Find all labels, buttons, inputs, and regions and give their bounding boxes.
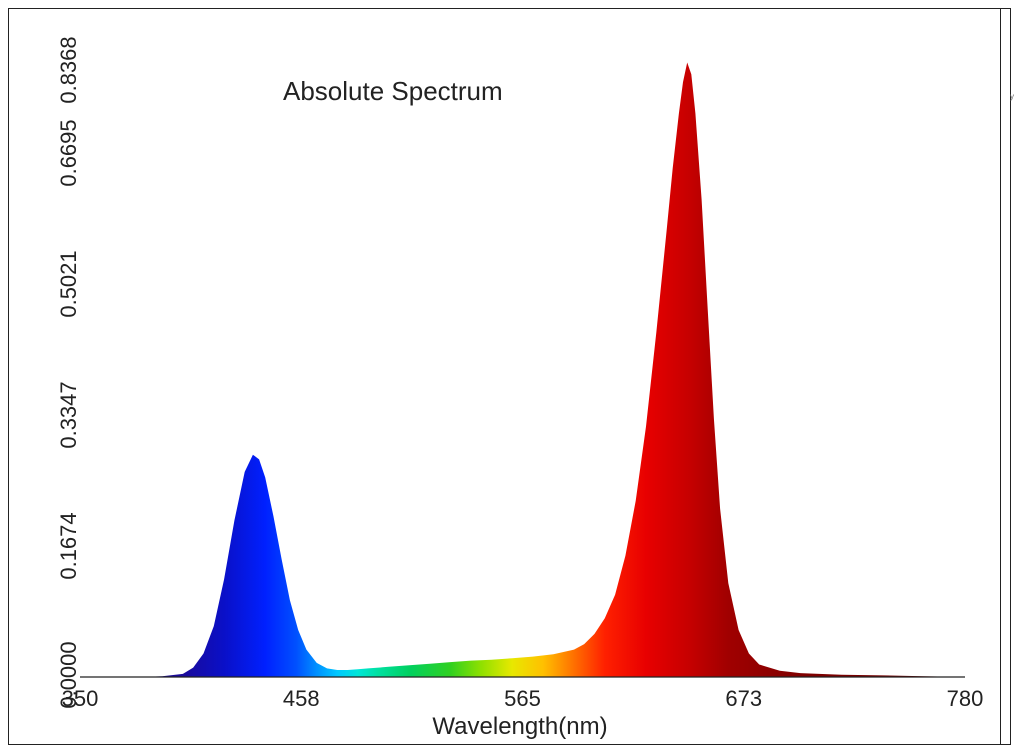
y-tick-label: 0.3347 bbox=[56, 381, 81, 448]
frame-divider bbox=[1000, 8, 1001, 745]
spectrum-area bbox=[141, 62, 965, 677]
area-layer bbox=[141, 62, 965, 677]
x-tick-label: 780 bbox=[947, 686, 984, 711]
chart-frame bbox=[8, 8, 1011, 745]
y-tick-label: 0.0000 bbox=[56, 641, 81, 708]
corner-y-marker: y bbox=[1010, 92, 1014, 101]
x-axis-label: Wavelength(nm) bbox=[432, 713, 607, 740]
x-tick-label: 458 bbox=[283, 686, 320, 711]
x-tick-labels: 350 458 565 673 780 bbox=[62, 686, 984, 711]
y-tick-labels: 0.0000 0.1674 0.3347 0.5021 0.6695 0.8368 bbox=[56, 36, 81, 708]
chart-title: Absolute Spectrum bbox=[283, 76, 503, 106]
y-tick-label: 0.5021 bbox=[56, 250, 81, 317]
y-tick-label: 0.1674 bbox=[56, 512, 81, 579]
x-tick-label: 673 bbox=[725, 686, 762, 711]
y-tick-label: 0.6695 bbox=[56, 119, 81, 186]
x-tick-label: 350 bbox=[62, 686, 99, 711]
x-tick-label: 565 bbox=[504, 686, 541, 711]
y-tick-label: 0.8368 bbox=[56, 36, 81, 103]
